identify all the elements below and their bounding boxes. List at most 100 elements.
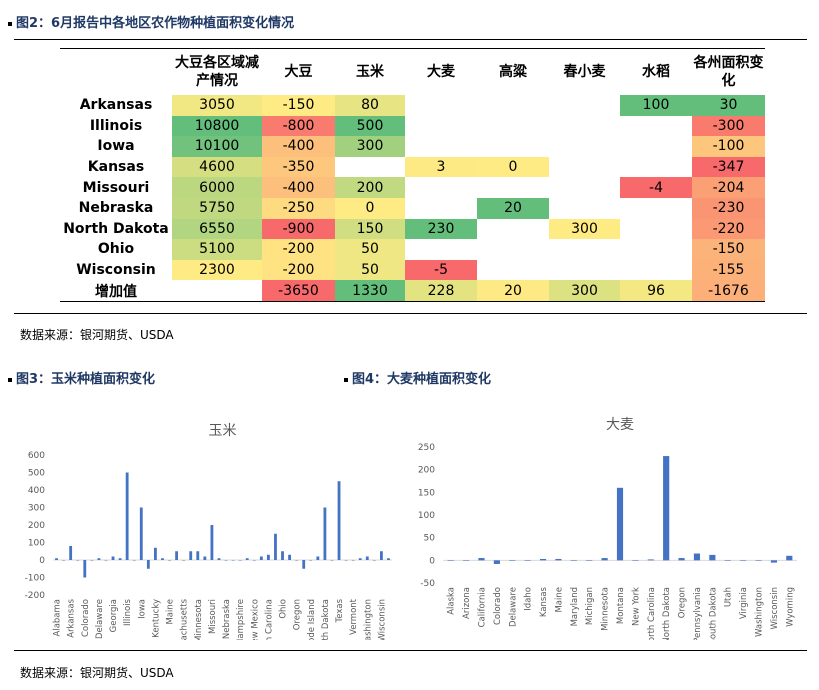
table-cell: -400 — [262, 136, 335, 157]
header-cell — [60, 48, 172, 95]
table-cell: -347 — [692, 156, 765, 178]
table-cell — [405, 239, 477, 260]
y-tick-label: 500 — [28, 469, 45, 479]
table-cell: 6550 — [172, 218, 262, 240]
x-tick-label: Wisconsin — [770, 587, 780, 629]
y-tick-label: 400 — [28, 486, 45, 496]
y-tick-label: 50 — [424, 534, 436, 544]
table-cell: 230 — [405, 218, 477, 240]
bar — [111, 556, 115, 560]
bar — [196, 551, 200, 560]
bar — [463, 560, 470, 561]
y-tick-label: -200 — [25, 591, 46, 601]
table-cell: 50 — [335, 239, 405, 260]
bar — [217, 558, 221, 560]
table-cell — [549, 116, 620, 137]
row-label: Kansas — [87, 159, 145, 176]
header-cell: 玉米 — [335, 48, 405, 95]
header-row: 大豆各区域减产情况 大豆 玉米 大麦 高粱 春小麦 水稻 各州面积变化 — [60, 48, 765, 95]
table-cell: 300 — [549, 280, 620, 302]
bar — [161, 558, 164, 560]
table-cell: 10800 — [172, 115, 262, 137]
header-cell: 各州面积变化 — [692, 48, 765, 95]
y-tick-label: -100 — [25, 574, 46, 584]
bar — [678, 558, 685, 561]
bar — [539, 558, 547, 561]
x-tick-label: Washington — [755, 587, 765, 637]
table-cell: -1676 — [692, 280, 765, 302]
bar — [570, 560, 577, 561]
rule — [14, 313, 807, 314]
table-cell: 5100 — [172, 239, 262, 260]
table-cell — [620, 198, 692, 219]
table-cell: 3050 — [172, 95, 262, 116]
y-tick-label: 200 — [418, 466, 435, 476]
table-cell — [549, 198, 620, 219]
bar — [330, 560, 334, 561]
x-tick-label: North Carolina — [264, 599, 274, 640]
x-tick-label: Wisconsin — [377, 599, 387, 640]
table-row: Wisconsin 2300 -200 50 -5 -155 — [60, 259, 765, 281]
bar — [118, 558, 122, 560]
x-tick-label: California — [477, 587, 487, 627]
table-cell: -100 — [692, 136, 765, 157]
bar — [125, 472, 129, 560]
table-cell: -400 — [262, 177, 335, 198]
x-tick-label: Maine — [166, 599, 176, 625]
table-cell: 30 — [692, 95, 765, 116]
x-tick-label: Kentucky — [151, 599, 161, 638]
x-tick-label: Ohio — [279, 599, 289, 619]
bar — [555, 558, 562, 561]
table-cell — [549, 157, 620, 178]
table-cell: 50 — [335, 259, 405, 281]
x-tick-label: Maryland — [570, 587, 580, 626]
bar — [288, 554, 292, 560]
header-cell: 高粱 — [477, 48, 549, 95]
bar — [146, 560, 150, 569]
bar — [182, 560, 186, 561]
y-tick-label: 150 — [418, 488, 435, 498]
table-row: 增加值 -3650 1330 228 20 300 96 -1676 — [60, 280, 765, 302]
table-cell — [620, 219, 692, 240]
table-cell — [620, 239, 692, 260]
table-cell: -3650 — [262, 280, 335, 302]
header-cell: 大麦 — [405, 48, 477, 95]
bar — [153, 547, 157, 560]
table-cell — [477, 239, 549, 260]
header-cell: 水稻 — [620, 48, 692, 95]
x-tick-label: Iowa — [137, 599, 147, 619]
table-row: Nebraska 5750 -250 0 20 -230 — [60, 197, 765, 219]
bar — [245, 558, 249, 560]
chart-title: 大麦 — [606, 417, 634, 433]
row-label: Iowa — [97, 138, 135, 155]
row-label: Wisconsin — [76, 262, 156, 279]
x-tick-label: Minnesota — [601, 587, 611, 631]
bar — [168, 560, 171, 561]
bar — [663, 456, 670, 561]
bar — [379, 551, 383, 560]
header-cell: 大豆各区域减产情况 — [172, 48, 262, 95]
row-label: 增加值 — [95, 283, 137, 300]
bar — [210, 525, 214, 560]
table-row: Arkansas 3050 -150 80 100 30 — [60, 95, 765, 116]
data-table: 大豆各区域减产情况 大豆 玉米 大麦 高粱 春小麦 水稻 各州面积变化 Arkansas 3050… — [60, 48, 765, 302]
table-cell — [620, 116, 692, 137]
bar — [337, 481, 341, 560]
table-cell: 20 — [477, 280, 549, 302]
x-tick-label: Illinois — [123, 598, 133, 626]
table-cell — [549, 177, 620, 198]
bar — [309, 560, 313, 561]
table-cell: -200 — [262, 239, 335, 260]
table-cell: -150 — [262, 95, 335, 116]
bar — [316, 556, 320, 560]
table-cell: 2300 — [172, 259, 262, 281]
bar — [493, 560, 500, 564]
y-tick-label: 100 — [418, 511, 435, 521]
x-tick-label: Colorado — [493, 587, 503, 625]
table-row: Ohio 5100 -200 50 -150 — [60, 239, 765, 260]
table-cell: -800 — [262, 115, 335, 137]
table-row: Missouri 6000 -400 200 -4 -204 — [60, 177, 765, 198]
x-tick-label: Montana — [616, 587, 626, 624]
bar — [509, 560, 516, 561]
x-tick-label: Kansas — [539, 586, 549, 617]
